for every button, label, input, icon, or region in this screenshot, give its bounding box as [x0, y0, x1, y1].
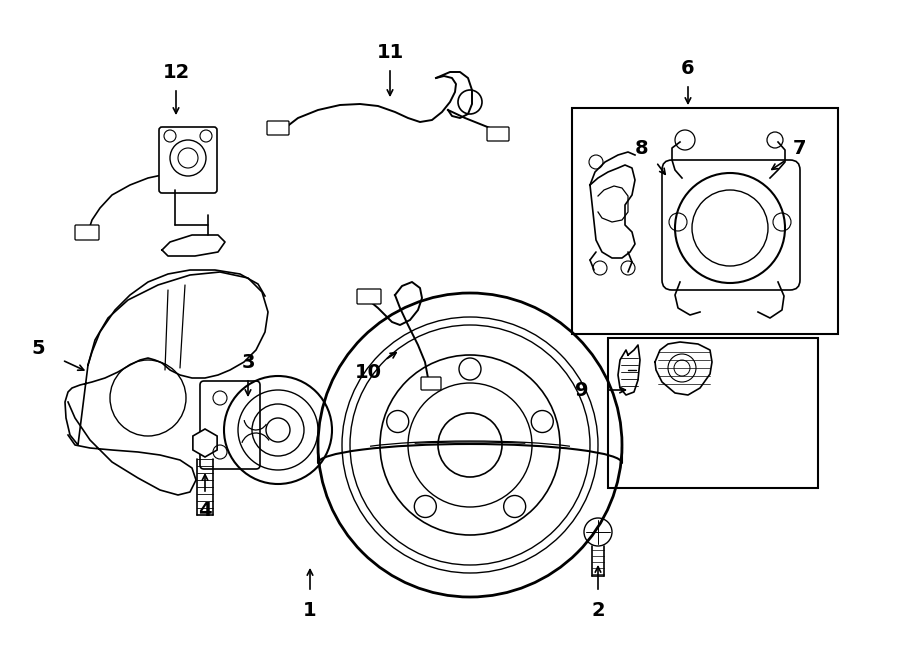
Text: 5: 5 [32, 338, 45, 358]
FancyBboxPatch shape [267, 121, 289, 135]
Text: 8: 8 [635, 139, 649, 157]
Text: 2: 2 [591, 600, 605, 619]
Text: 11: 11 [376, 42, 403, 61]
FancyBboxPatch shape [487, 127, 509, 141]
Bar [572, 108, 838, 334]
FancyBboxPatch shape [159, 127, 217, 193]
FancyBboxPatch shape [75, 225, 99, 240]
Text: 12: 12 [162, 63, 190, 81]
Text: 10: 10 [355, 362, 382, 381]
FancyBboxPatch shape [421, 377, 441, 390]
Text: 3: 3 [241, 352, 255, 371]
Text: 9: 9 [575, 381, 589, 399]
Text: 1: 1 [303, 600, 317, 619]
FancyBboxPatch shape [357, 289, 381, 304]
Text: 4: 4 [198, 500, 212, 520]
Text: 6: 6 [681, 59, 695, 77]
Text: 7: 7 [793, 139, 806, 157]
Polygon shape [193, 429, 217, 457]
FancyBboxPatch shape [662, 160, 800, 290]
Bar [608, 338, 818, 488]
FancyBboxPatch shape [200, 381, 260, 469]
